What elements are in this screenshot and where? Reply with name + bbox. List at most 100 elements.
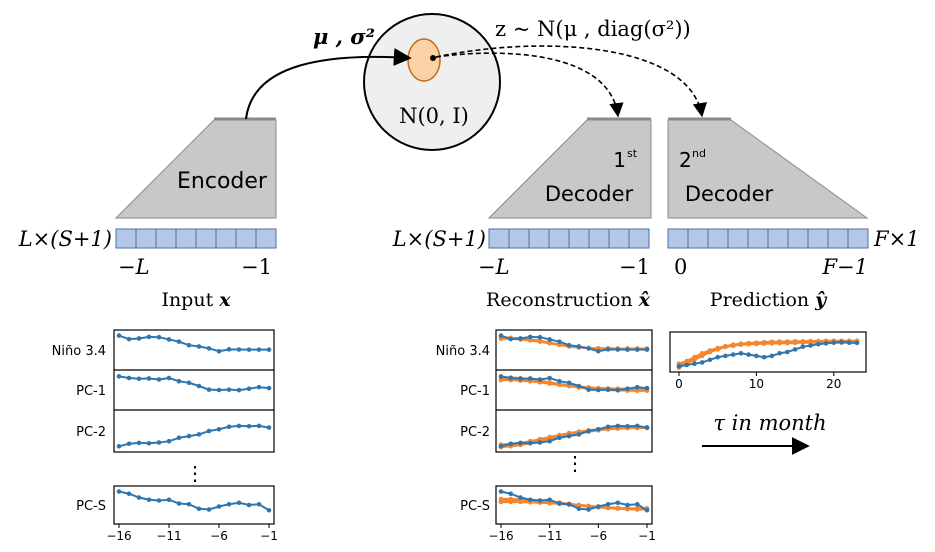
input-series-point [166, 497, 172, 503]
input-series-point [246, 386, 252, 392]
truth-series-point [854, 340, 860, 346]
reconstruction-series-line [500, 426, 647, 446]
input-series-point [547, 375, 552, 381]
input-series-point [156, 334, 162, 340]
vector-cell [628, 228, 650, 249]
input-series-point [116, 489, 122, 494]
input-series-point [605, 424, 611, 430]
input-series-point [116, 374, 122, 379]
input-series-point [176, 501, 182, 506]
reconstruction-series-point [527, 338, 533, 343]
x-tick-label: 10 [749, 377, 764, 391]
input-series-point [226, 347, 232, 352]
input-series-point [266, 425, 272, 430]
input-series-point [537, 440, 543, 445]
vector-cell [687, 228, 709, 249]
prediction-series-point [692, 354, 697, 360]
z-sample-label: z ~ N(μ , diag(σ²)) [495, 17, 691, 41]
input-series-point [136, 440, 142, 446]
input-series-point [537, 377, 543, 382]
input-series-point [605, 347, 611, 352]
truth-series-point [699, 360, 705, 365]
prediction-series-point [746, 340, 751, 346]
pred-caption: Prediction ŷ [710, 289, 828, 311]
reconstruction-series-point [498, 336, 504, 342]
x-tick-label: 0 [675, 377, 683, 391]
input-series-point [644, 507, 650, 513]
truth-series-point [723, 353, 728, 359]
vector-cell [767, 228, 789, 249]
input-series-point [186, 433, 192, 439]
input-series-line [118, 375, 270, 392]
plot-frame [495, 485, 653, 525]
truth-series-point [800, 344, 806, 350]
vector-cell [548, 228, 570, 249]
input-series-point [196, 383, 202, 389]
vector-cell [195, 228, 217, 249]
plot-frame [113, 329, 275, 453]
vector-cell [215, 228, 237, 249]
input-series-point [176, 378, 182, 384]
recon-dim-label: L×(S+1) [392, 227, 486, 251]
truth-series-point [676, 364, 682, 369]
input-series-point [498, 444, 504, 449]
input-series-point [605, 387, 611, 392]
input-series-point [146, 440, 152, 446]
vector-cell [588, 228, 610, 249]
input-series-point [557, 435, 562, 441]
input-series-point [625, 386, 630, 392]
decoder1-label: Decoder [545, 182, 634, 206]
truth-series-point [761, 354, 767, 360]
decoder1-number: 1 [613, 148, 626, 172]
input-series-point [156, 498, 162, 503]
input-series-point [615, 347, 621, 352]
recon-right-index: −1 [619, 255, 650, 279]
recon-vdots: ⋮ [565, 451, 585, 475]
truth-series-point [746, 352, 751, 357]
input-series-point [236, 423, 242, 429]
reconstruction-series-point [547, 500, 552, 506]
reconstruction-series-point [634, 388, 640, 394]
x-tick-label: −6 [210, 529, 228, 543]
input-series-point [615, 500, 621, 506]
input-series-point [634, 347, 640, 352]
truth-series-point [754, 353, 759, 359]
input-series-point [256, 423, 262, 429]
reconstruction-vector [488, 228, 650, 249]
row-label: PC-2 [460, 425, 490, 440]
truth-series-point [792, 347, 798, 352]
input-series-point [557, 378, 562, 384]
truth-series-point [839, 339, 844, 345]
reconstruction-series-point [605, 505, 611, 511]
vector-cell [847, 228, 869, 249]
reconstruction-series-point [498, 499, 504, 505]
input-series-point [498, 374, 504, 379]
truth-series-point [730, 352, 736, 357]
reconstruction-series-point [615, 506, 621, 511]
x-tick-label: −16 [488, 529, 513, 543]
input-series-point [266, 385, 272, 391]
prediction-series-point [777, 339, 782, 344]
input-series-point [226, 501, 232, 507]
reconstruction-panel: Niño 3.4 PC-1 PC-2 PC-S −16 −11 −6 −1 [436, 333, 656, 543]
prediction-series-point [715, 345, 720, 351]
truth-series-point [808, 343, 813, 348]
input-series-point [586, 346, 591, 351]
prediction-series-point [769, 339, 775, 345]
input-series-point [557, 501, 562, 506]
row-label: Niño 3.4 [436, 344, 490, 359]
input-series-point [186, 380, 192, 386]
decoder1-superscript: st [627, 147, 638, 160]
reconstruction-series-point [547, 381, 552, 386]
decoder2-number: 2 [679, 148, 692, 172]
input-series-line [500, 490, 648, 512]
input-series-point [186, 342, 192, 348]
input-series-point [537, 334, 543, 340]
vector-cell [508, 228, 530, 249]
plots: Niño 3.4 PC-1 PC-2 PC-S −16 −11 −6 −1 Niño 3.4 PC… [52, 329, 867, 543]
input-series-point [166, 375, 172, 381]
x-tick-label: −11 [156, 529, 181, 543]
vector-cell [608, 228, 630, 249]
input-series-point [166, 337, 172, 342]
input-vdots: ⋮ [185, 461, 205, 485]
